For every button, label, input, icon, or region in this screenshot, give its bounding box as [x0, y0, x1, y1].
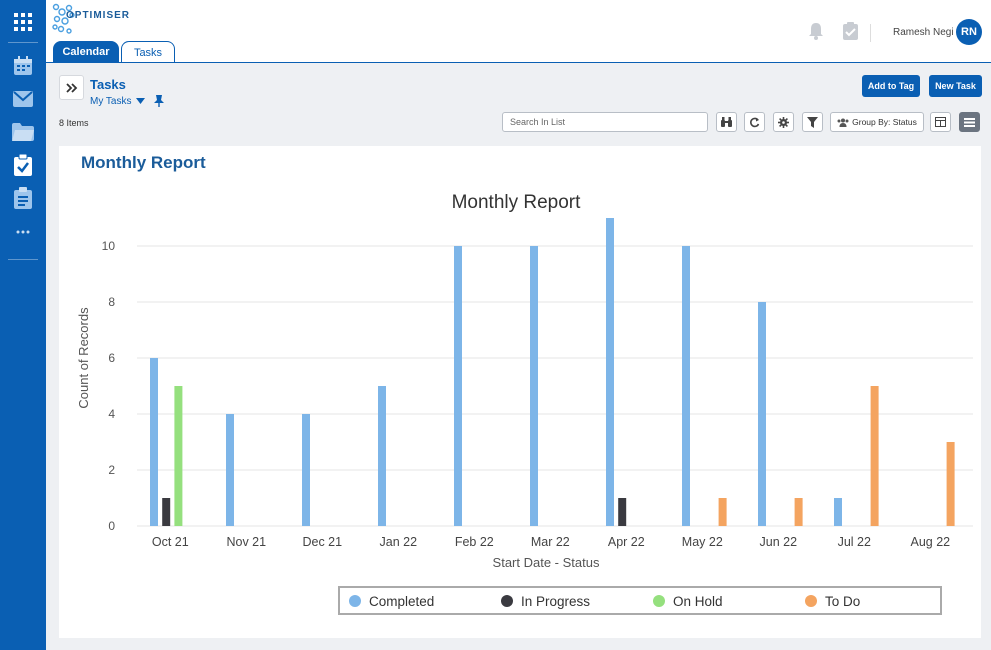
view-selector[interactable]: My Tasks: [90, 95, 164, 107]
avatar[interactable]: RN: [956, 19, 982, 45]
find-button[interactable]: [716, 112, 737, 132]
y-tick-label: 4: [108, 407, 115, 421]
tab-tasks[interactable]: Tasks: [121, 41, 175, 64]
chart-xlabel: Start Date - Status: [493, 555, 600, 570]
bar-completed[interactable]: [454, 246, 462, 526]
x-tick-label: Dec 21: [302, 535, 342, 549]
caret-down-icon: [135, 98, 145, 104]
search-input[interactable]: Search In List: [502, 112, 708, 132]
legend-swatch: [501, 595, 513, 607]
bar-completed[interactable]: [682, 246, 690, 526]
bar-completed[interactable]: [150, 358, 158, 526]
bar-to-do[interactable]: [794, 498, 803, 526]
report-card: [59, 146, 981, 638]
rail-divider: [8, 42, 38, 43]
logo-text: OPTIMISER: [66, 10, 131, 21]
legend-swatch: [653, 595, 665, 607]
x-tick-label: May 22: [682, 535, 723, 549]
users-icon: [837, 118, 849, 127]
view-selector-label: My Tasks: [90, 95, 132, 107]
legend-label[interactable]: In Progress: [521, 594, 590, 609]
apps-grid-icon[interactable]: [11, 10, 35, 34]
bar-completed[interactable]: [378, 386, 386, 526]
report-card-title: Monthly Report: [81, 153, 206, 172]
new-task-button[interactable]: New Task: [929, 75, 982, 97]
optimiser-logo-icon[interactable]: [52, 2, 132, 38]
tasks-clipboard-icon[interactable]: [11, 153, 35, 177]
group-by-button[interactable]: Group By: Status: [830, 112, 924, 132]
list-view-button[interactable]: [959, 112, 980, 132]
bar-completed[interactable]: [834, 498, 842, 526]
group-by-label: Group By: Status: [852, 117, 917, 127]
table-icon: [935, 117, 946, 127]
x-tick-label: Aug 22: [910, 535, 950, 549]
calendar-icon[interactable]: [11, 54, 35, 78]
monthly-report-chart: 0 2 4 6 8 10 Oct 21 Nov 21 Dec 21 Jan 22 Feb 22 Mar…: [76, 192, 973, 615]
x-tick-label: Jun 22: [760, 535, 798, 549]
add-to-tag-button[interactable]: Add to Tag: [862, 75, 920, 97]
legend-label[interactable]: Completed: [369, 594, 434, 609]
y-tick-label: 10: [102, 239, 116, 253]
header-divider: [870, 24, 871, 42]
x-tick-label: Nov 21: [226, 535, 266, 549]
rail-divider: [8, 259, 38, 260]
bar-on-hold[interactable]: [174, 386, 183, 526]
chart-title: Monthly Report: [452, 192, 582, 213]
x-tick-label: Oct 21: [152, 535, 189, 549]
double-chevron-right-icon: [65, 82, 77, 93]
bar-to-do[interactable]: [870, 386, 879, 526]
chart-ylabel: Count of Records: [76, 307, 91, 409]
list-icon: [964, 117, 975, 127]
y-tick-label: 2: [108, 463, 115, 477]
x-tick-label: Feb 22: [455, 535, 494, 549]
folder-icon[interactable]: [11, 120, 35, 144]
legend-swatch: [805, 595, 817, 607]
chart-legend: Completed In Progress On Hold To Do: [338, 586, 942, 615]
y-tick-label: 6: [108, 351, 115, 365]
legend-label[interactable]: To Do: [825, 594, 860, 609]
x-tick-label: Jul 22: [838, 535, 871, 549]
items-count: 8 Items: [59, 118, 89, 128]
filter-icon: [807, 116, 818, 128]
bar-to-do[interactable]: [946, 442, 955, 526]
binoculars-icon: [721, 117, 732, 127]
expand-panel-button[interactable]: [59, 75, 84, 100]
y-tick-label: 0: [108, 519, 115, 533]
report-clipboard-icon[interactable]: [11, 186, 35, 210]
bar-completed[interactable]: [302, 414, 310, 526]
pin-icon[interactable]: [153, 95, 164, 107]
refresh-icon: [750, 117, 760, 127]
x-tick-label: Apr 22: [608, 535, 645, 549]
legend-swatch: [349, 595, 361, 607]
bar-completed[interactable]: [530, 246, 538, 526]
tab-underline: [46, 62, 991, 63]
bar-completed[interactable]: [606, 218, 614, 526]
left-nav-rail: [0, 0, 46, 650]
page-title: Tasks: [90, 77, 126, 92]
refresh-button[interactable]: [744, 112, 765, 132]
x-tick-label: Jan 22: [380, 535, 418, 549]
gear-icon: [778, 116, 789, 128]
legend-label[interactable]: On Hold: [673, 594, 723, 609]
bar-in-progress[interactable]: [162, 498, 171, 526]
x-tick-label: Mar 22: [531, 535, 570, 549]
task-check-icon[interactable]: [843, 22, 858, 40]
mail-icon[interactable]: [11, 87, 35, 111]
filter-button[interactable]: [802, 112, 823, 132]
bell-icon[interactable]: [808, 22, 824, 40]
y-tick-label: 8: [108, 295, 115, 309]
bar-completed[interactable]: [758, 302, 766, 526]
user-name[interactable]: Ramesh Negi: [893, 27, 954, 38]
table-view-button[interactable]: [930, 112, 951, 132]
bar-completed[interactable]: [226, 414, 234, 526]
bar-to-do[interactable]: [718, 498, 727, 526]
settings-button[interactable]: [773, 112, 794, 132]
tab-calendar[interactable]: Calendar: [53, 41, 119, 63]
more-icon[interactable]: [11, 220, 35, 244]
bar-in-progress[interactable]: [618, 498, 627, 526]
